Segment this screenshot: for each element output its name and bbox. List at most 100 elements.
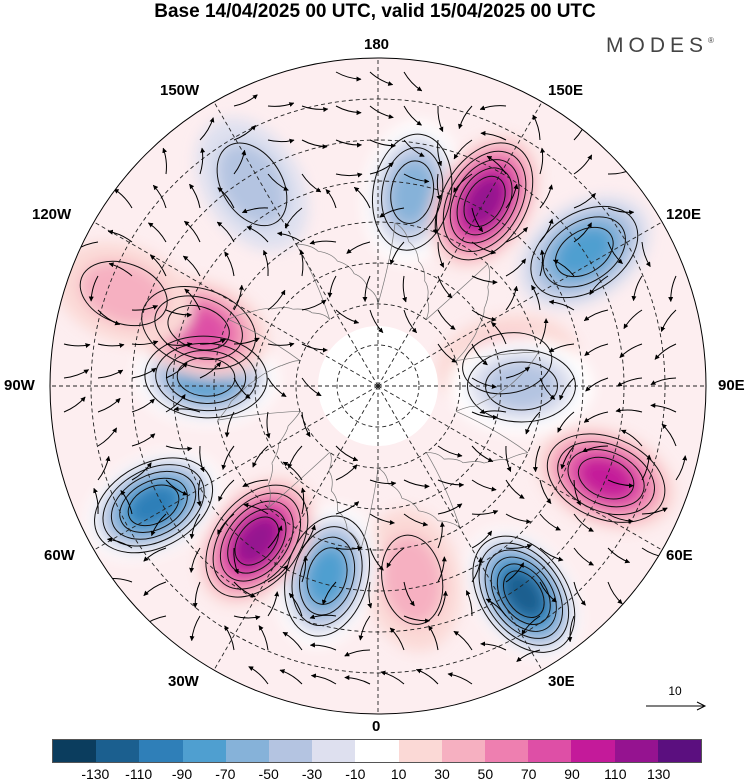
anomaly-contour (299, 536, 356, 616)
wind-vector (453, 173, 473, 193)
wind-vector (379, 207, 405, 218)
wind-vector (199, 147, 206, 175)
wind-vector (284, 207, 303, 229)
colorbar-ticks: -130 -110 -90 -70 -50 -30 -10 10 30 50 70 90 110 130 (0, 766, 750, 784)
anomaly-contour (110, 470, 197, 540)
wind-vector (335, 546, 363, 551)
lon-label-120w: 120W (32, 206, 72, 223)
wind-vector (97, 398, 121, 413)
wind-vector (548, 299, 575, 311)
coastline-segment (467, 328, 478, 347)
wind-vector (189, 547, 201, 573)
wind-vector (539, 218, 554, 243)
coastline-segment (328, 452, 332, 472)
wind-vector (631, 275, 643, 302)
wind-vector (221, 445, 235, 470)
coastline-segment (425, 263, 488, 320)
wind-vector (437, 556, 447, 583)
anomaly-contour (205, 484, 309, 598)
wind-vector (301, 411, 311, 438)
wind-vector (403, 513, 429, 527)
wind-vector (521, 615, 541, 636)
wind-vector (233, 149, 247, 175)
wind-vector (567, 615, 575, 643)
coastline-segment (353, 273, 369, 289)
anomaly-contour (577, 456, 635, 500)
wind-vector (539, 377, 556, 400)
wind-vector (282, 461, 303, 481)
colorbar-tick-label: -130 (81, 766, 110, 782)
wind-vector (367, 581, 373, 609)
wind-vector (265, 411, 271, 439)
wind-vector (505, 258, 527, 277)
wind-vector (447, 672, 473, 685)
wind-vector (557, 411, 575, 433)
coastline-segment (408, 241, 419, 262)
colorbar-swatch (398, 740, 442, 762)
coastline-segment (317, 250, 338, 262)
anomaly-contour (502, 570, 545, 618)
lon-label-90e: 90E (718, 377, 745, 394)
wind-vector (63, 369, 90, 379)
wind-vector (486, 155, 507, 175)
wind-vectors (63, 71, 688, 685)
wind-vector (380, 670, 405, 685)
coastline-segment (331, 490, 338, 511)
wind-vector (539, 581, 557, 603)
coastline-segment (230, 385, 248, 402)
wind-vector (150, 254, 167, 277)
wind-vector (184, 220, 201, 243)
wind-vector (491, 322, 507, 345)
wind-vector (107, 229, 133, 243)
anomaly-shade (234, 517, 279, 566)
wind-vector (267, 525, 283, 549)
wind-vector (301, 299, 327, 311)
wind-vector (531, 284, 541, 311)
wind-vector (458, 105, 473, 130)
coastline-segment (388, 483, 403, 499)
wind-vector (505, 513, 532, 525)
wind-vector (282, 631, 303, 651)
wind-vector (505, 366, 530, 379)
wind-vector (233, 284, 244, 311)
lon-label-180: 180 (364, 36, 390, 53)
coastline-segment (377, 467, 389, 484)
wind-vector (241, 207, 269, 214)
wind-vector (453, 630, 473, 651)
lon-label-120e: 120E (666, 206, 702, 223)
wind-vector (63, 396, 86, 413)
wind-vector (436, 173, 442, 201)
wind-vector (582, 445, 609, 453)
wind-vector (120, 490, 133, 515)
lon-label-60w: 60W (44, 547, 75, 564)
wind-vector (516, 649, 541, 662)
colorbar-swatch (355, 740, 399, 762)
wind-vector (267, 591, 280, 617)
wind-vector (505, 445, 512, 473)
coastline-segment (367, 287, 379, 305)
colorbar (52, 739, 702, 763)
wind-vector (288, 593, 303, 617)
colorbar-tick-label: -70 (215, 766, 236, 782)
wind-vector (131, 462, 152, 481)
wind-vector (335, 464, 358, 481)
wind-vector (369, 547, 384, 571)
wind-vector (616, 377, 643, 387)
wind-vector (607, 241, 623, 264)
wind-vector (165, 362, 188, 379)
anomaly-contour (291, 526, 363, 627)
anomaly-contour (102, 464, 205, 547)
wind-vector (301, 343, 328, 353)
wind-vector (560, 445, 575, 470)
coastline-segment (487, 263, 491, 288)
wind-vector (131, 340, 159, 346)
wind-vector (189, 615, 201, 642)
wind-vector (88, 275, 99, 302)
wind-vector (661, 423, 677, 447)
wind-vector (471, 309, 497, 322)
coastline-segment (287, 411, 301, 427)
anomaly-contour (165, 350, 247, 404)
wind-vector (353, 186, 371, 209)
anomaly-contour (219, 500, 294, 582)
coastline-segment (505, 452, 528, 461)
